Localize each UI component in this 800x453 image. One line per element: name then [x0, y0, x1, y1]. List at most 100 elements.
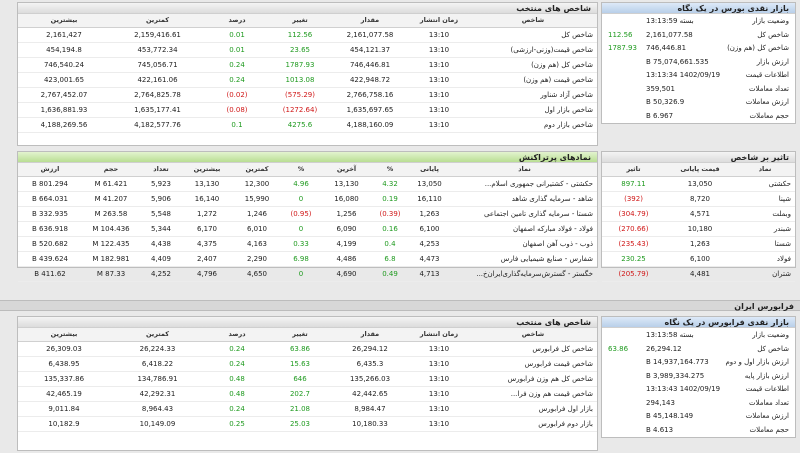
index-name-link[interactable]: شاخص کل فرابورس — [469, 341, 597, 357]
impact-symbol-link[interactable]: شبندر — [735, 221, 795, 237]
symbol-last: 1,256 — [320, 206, 373, 222]
index-time: 13:10 — [409, 341, 469, 357]
index-name-link[interactable]: شاخص کل هم وزن فرابورس — [469, 371, 597, 387]
index-percent: 0.48 — [205, 386, 269, 402]
summary-label: حجم معاملات — [749, 111, 789, 120]
index-name-link[interactable]: شاخص بازار اول — [469, 102, 597, 118]
index-row[interactable]: شاخص کل (هم وزن) 13:10 746,446.81 1787.93 0.… — [18, 57, 597, 73]
index-value: 746,446.81 — [331, 57, 409, 73]
index-column-header: تغییر — [269, 14, 331, 28]
index-row[interactable]: شاخص کل فرابورس 13:10 26,294.12 63.86 0.24 26… — [18, 341, 597, 357]
impact-symbol-link[interactable]: فولاد — [735, 251, 795, 267]
symbol-name-link[interactable]: شفارس - صنایع شیمیایی فارس — [452, 251, 597, 267]
summary-change: 1787.93 — [608, 44, 637, 52]
symbol-close: 4,713 — [407, 266, 452, 282]
index-name-link[interactable]: شاخص کل — [469, 27, 597, 43]
index-min: 26,224.33 — [110, 341, 205, 357]
symbol-name-link[interactable]: خگستر - گسترش‌سرمایه‌گذاری‌ایران‌خ... — [452, 266, 597, 282]
impact-row[interactable]: وبملت 4,571 (304.79) — [602, 206, 795, 222]
symbol-row[interactable]: شاهد - سرمایه گذاری شاهد 16,110 0.19 16,080… — [18, 191, 597, 207]
bourse-impact-table: نماد قیمت پایانی تاثیر حکشتی 13,050 897.11 شپ… — [602, 163, 795, 282]
symbol-column-header: کمترین — [232, 163, 282, 177]
symbol-close: 4,473 — [407, 251, 452, 267]
summary-change: 112.56 — [608, 30, 633, 39]
impact-row[interactable]: حکشتی 13,050 897.11 — [602, 176, 795, 192]
bourse-impact-title: تاثیر بر شاخص — [602, 152, 795, 163]
index-name-link[interactable]: شاخص آزاد شناور — [469, 87, 597, 103]
index-row[interactable]: شاخص قیمت هم وزن فرا... 13:10 42,442.65 202… — [18, 386, 597, 402]
summary-value: 75,074,661.535 B — [646, 57, 709, 66]
index-max: 4,188,269.56 — [18, 117, 110, 133]
impact-row[interactable]: شستا 1,263 (235.43) — [602, 236, 795, 252]
symbol-value: 332.935 B — [18, 206, 82, 222]
impact-symbol-link[interactable]: حکشتی — [735, 176, 795, 192]
index-row[interactable]: شاخص بازار دوم 13:10 4,188,160.09 4275.6 0.1… — [18, 117, 597, 133]
index-row[interactable]: شاخص کل هم وزن فرابورس 13:10 135,266.03 646… — [18, 371, 597, 387]
index-min: 134,786.91 — [110, 371, 205, 387]
index-name-link[interactable]: شاخص کل (هم وزن) — [469, 57, 597, 73]
summary-row: تعداد معاملات 294,143 — [606, 398, 789, 409]
index-name-link[interactable]: شاخص بازار دوم — [469, 117, 597, 133]
index-time: 13:10 — [409, 356, 469, 372]
index-value: 8,984.47 — [331, 401, 409, 417]
impact-symbol-link[interactable]: شستا — [735, 236, 795, 252]
symbol-row[interactable]: شستا - سرمایه گذاری تامین اجتماعی 1,263 (0… — [18, 206, 597, 222]
symbol-count: 5,906 — [140, 191, 182, 207]
symbol-column-header: تعداد — [140, 163, 182, 177]
symbol-max: 4,796 — [182, 266, 232, 282]
index-row[interactable]: شاخص آزاد شناور 13:10 2,766,758.16 (575.29)… — [18, 87, 597, 103]
index-name-link[interactable]: بازار دوم فرابورس — [469, 416, 597, 432]
symbol-volume: 104.436 M — [82, 221, 140, 237]
symbol-last: 13,130 — [320, 176, 373, 192]
symbol-row[interactable]: ذوب - ذوب آهن اصفهان 4,253 0.4 4,199 0.33 4,1… — [18, 236, 597, 252]
symbol-name-link[interactable]: ذوب - ذوب آهن اصفهان — [452, 236, 597, 252]
index-name-link[interactable]: شاخص قیمت (هم وزن) — [469, 72, 597, 88]
index-time: 13:10 — [409, 117, 469, 133]
index-row[interactable]: شاخص قیمت(وزنی-ارزشی) 13:10 454,121.37 23.6… — [18, 42, 597, 58]
index-row[interactable]: بازار دوم فرابورس 13:10 10,180.33 25.03 0.25… — [18, 416, 597, 432]
symbol-volume: 41.207 M — [82, 191, 140, 207]
symbol-name-link[interactable]: حکشتی - کشتیرانی جمهوری اسلام... — [452, 176, 597, 192]
index-row[interactable]: شاخص قیمت (هم وزن) 13:10 422,948.72 1013.08… — [18, 72, 597, 88]
index-row[interactable]: بازار اول فرابورس 13:10 8,984.47 21.08 0.24 8… — [18, 401, 597, 417]
impact-row[interactable]: شتران 4,481 (205.79) — [602, 266, 795, 282]
index-max: 135,337.86 — [18, 371, 110, 387]
index-column-header: تغییر — [269, 328, 331, 342]
symbol-name-link[interactable]: فولاد - فولاد مبارکه اصفهان — [452, 221, 597, 237]
index-change: 15.63 — [269, 356, 331, 372]
impact-row[interactable]: شپنا 8,720 (392) — [602, 191, 795, 207]
index-max: 10,182.9 — [18, 416, 110, 432]
index-value: 422,948.72 — [331, 72, 409, 88]
index-max: 1,636,881.93 — [18, 102, 110, 118]
index-time: 13:10 — [409, 27, 469, 43]
symbol-row[interactable]: حکشتی - کشتیرانی جمهوری اسلام... 13,050 4.… — [18, 176, 597, 192]
index-row[interactable]: شاخص کل 13:10 2,161,077.58 112.56 0.01 2,159,… — [18, 27, 597, 43]
summary-value: 6.967 B — [646, 111, 674, 120]
impact-symbol-link[interactable]: وبملت — [735, 206, 795, 222]
symbol-row[interactable]: شفارس - صنایع شیمیایی فارس 4,473 6.8 4,486 6… — [18, 251, 597, 267]
farabourse-summary-panel: بازار نقدی فرابورس در یک نگاه وضعیت بازا… — [601, 316, 796, 438]
index-name-link[interactable]: شاخص قیمت(وزنی-ارزشی) — [469, 42, 597, 58]
symbol-name-link[interactable]: شستا - سرمایه گذاری تامین اجتماعی — [452, 206, 597, 222]
impact-effect: (235.43) — [602, 236, 665, 252]
impact-symbol-link[interactable]: شپنا — [735, 191, 795, 207]
symbol-count: 4,252 — [140, 266, 182, 282]
impact-symbol-link[interactable]: شتران — [735, 266, 795, 282]
index-max: 6,438.95 — [18, 356, 110, 372]
bourse-symbols-table: نماد پایانی% آخرین% کمترین بیشترین تعداد حجم ار… — [18, 163, 597, 282]
index-name-link[interactable]: شاخص قیمت هم وزن فرا... — [469, 386, 597, 402]
index-time: 13:10 — [409, 87, 469, 103]
index-max: 26,309.03 — [18, 341, 110, 357]
index-change: 646 — [269, 371, 331, 387]
symbol-row[interactable]: فولاد - فولاد مبارکه اصفهان 6,100 0.16 6,09… — [18, 221, 597, 237]
index-name-link[interactable]: بازار اول فرابورس — [469, 401, 597, 417]
impact-row[interactable]: فولاد 6,100 230.25 — [602, 251, 795, 267]
index-row[interactable]: شاخص بازار اول 13:10 1,635,697.65 (1272.64)… — [18, 102, 597, 118]
symbol-close-percent: 0.19 — [373, 191, 407, 207]
index-name-link[interactable]: شاخص قیمت فرابورس — [469, 356, 597, 372]
symbol-last-percent: (0.95) — [282, 206, 320, 222]
symbol-row[interactable]: خگستر - گسترش‌سرمایه‌گذاری‌ایران‌خ... 4,7… — [18, 266, 597, 282]
symbol-name-link[interactable]: شاهد - سرمایه گذاری شاهد — [452, 191, 597, 207]
index-row[interactable]: شاخص قیمت فرابورس 13:10 6,435.3 15.63 0.24 6,… — [18, 356, 597, 372]
impact-row[interactable]: شبندر 10,180 (270.66) — [602, 221, 795, 237]
